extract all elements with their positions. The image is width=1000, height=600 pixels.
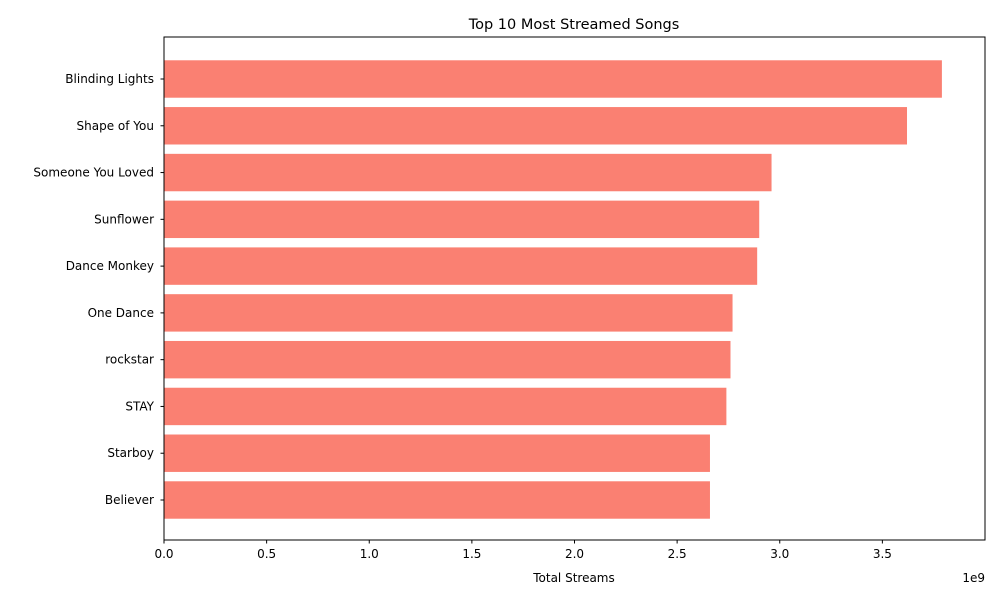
x-tick-label: 2.0: [565, 547, 584, 561]
bar: [164, 107, 908, 145]
x-axis-ticks: 0.0 0.5 1.0 1.5 2.0 2.5 3.0 3.5: [154, 540, 892, 561]
y-tick-label: Dance Monkey: [66, 259, 154, 273]
x-tick-label: 0.5: [257, 547, 276, 561]
y-tick-label: STAY: [125, 399, 154, 413]
bar: [164, 247, 758, 285]
x-tick-label: 1.5: [462, 547, 481, 561]
y-tick-label: rockstar: [105, 353, 154, 367]
y-tick-label: Starboy: [107, 446, 154, 460]
bar: [164, 387, 727, 426]
y-tick-label: Sunflower: [94, 212, 154, 226]
x-tick-label: 2.5: [668, 547, 687, 561]
bar: [164, 294, 733, 332]
chart-title: Top 10 Most Streamed Songs: [468, 17, 680, 33]
x-axis-label: Total Streams: [532, 571, 615, 585]
plot-frame: [163, 36, 986, 541]
x-tick-label: 3.5: [873, 547, 892, 561]
x-tick-label: 3.0: [770, 547, 789, 561]
bar: [164, 153, 772, 192]
bar: [164, 481, 710, 519]
bar: [164, 60, 942, 98]
x-tick-label: 0.0: [154, 547, 173, 561]
y-tick-label: Believer: [105, 493, 154, 507]
y-tick-label: One Dance: [88, 306, 154, 320]
x-tick-label: 1.0: [360, 547, 379, 561]
y-tick-label: Blinding Lights: [65, 72, 154, 86]
bar: [164, 200, 760, 239]
bar: [164, 340, 731, 379]
bars-group: [164, 60, 942, 519]
y-axis-ticks: Blinding Lights Shape of You Someone You L…: [33, 72, 164, 507]
x-axis-offset-label: 1e9: [962, 571, 985, 585]
y-tick-label: Shape of You: [77, 119, 154, 133]
y-tick-label: Someone You Loved: [33, 166, 154, 180]
bar: [164, 434, 710, 472]
